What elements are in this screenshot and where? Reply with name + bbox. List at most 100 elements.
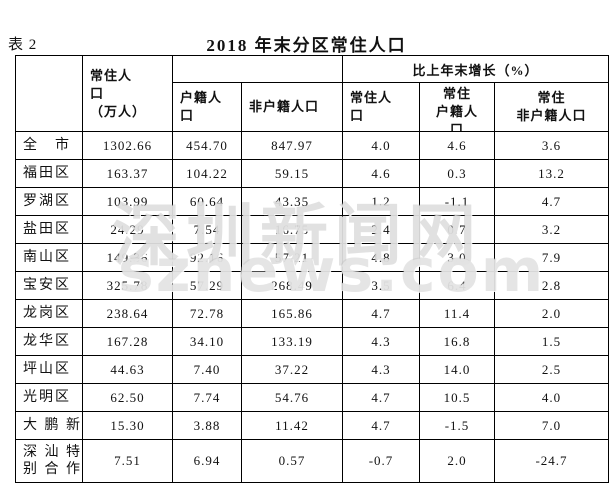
growth-resident-cell: 4.8 (342, 243, 420, 272)
header-growth-non-hukou-label: 常住 非户籍人口 (516, 90, 587, 123)
growth-resident-cell: 4.7 (342, 411, 420, 440)
growth-hukou-cell: 16.8 (419, 327, 495, 356)
district-name-cell: 福田区 (15, 159, 83, 188)
growth-hukou-cell: -1.1 (419, 187, 495, 216)
hukou-population-cell: 6.94 (172, 439, 242, 483)
hukou-population-cell: 57.29 (172, 271, 242, 300)
growth-non-hukou-cell: 7.9 (493, 243, 610, 272)
district-name-cell: 南山区 (15, 243, 83, 272)
growth-non-hukou-cell: -24.7 (493, 439, 610, 483)
header-hukou-population-label: 户籍人 口 (180, 90, 223, 123)
hukou-population-cell: 60.64 (172, 187, 242, 216)
corner-empty-cell (15, 55, 83, 132)
non-hukou-population-cell: 37.22 (241, 355, 343, 384)
page-title: 2018 年末分区常住人口 (206, 36, 407, 55)
non-hukou-population-cell: 0.57 (241, 439, 343, 483)
resident-population-cell: 1302.66 (82, 131, 173, 160)
growth-resident-cell: 1.2 (342, 187, 420, 216)
district-name-cell: 盐田区 (15, 215, 83, 244)
growth-non-hukou-cell: 13.2 (493, 159, 610, 188)
district-name-cell: 龙华区 (15, 327, 83, 356)
district-name-cell: 光明区 (15, 383, 83, 412)
resident-population-cell: 238.64 (82, 299, 173, 328)
growth-resident-cell: 3.5 (342, 271, 420, 300)
growth-hukou-cell: 6.4 (419, 271, 495, 300)
growth-hukou-cell: 11.4 (419, 299, 495, 328)
non-hukou-population-cell: 43.35 (241, 187, 343, 216)
growth-resident-cell: 4.7 (342, 383, 420, 412)
non-hukou-population-cell: 59.15 (241, 159, 343, 188)
table-row-longhua: 龙华区 167.28 34.10 133.19 4.3 16.8 1.5 (15, 327, 610, 356)
hukou-population-cell: 92.16 (172, 243, 242, 272)
non-hukou-population-cell: 133.19 (241, 327, 343, 356)
resident-population-cell: 62.50 (82, 383, 173, 412)
growth-non-hukou-cell: 3.2 (493, 215, 610, 244)
district-name-cell: 大 鹏 新 (15, 411, 83, 440)
resident-population-cell: 149.36 (82, 243, 173, 272)
hukou-population-cell: 3.88 (172, 411, 242, 440)
growth-resident-cell: 4.0 (342, 131, 420, 160)
header-growth-non-hukou: 常住 非户籍人口 (493, 82, 610, 132)
header-growth-hukou-label: 常住 户籍人 口 (435, 86, 478, 131)
table-row-yantian: 盐田区 24.29 7.54 16.75 2.4 0.7 3.2 (15, 215, 610, 244)
table-row-dapeng: 大 鹏 新 15.30 3.88 11.42 4.7 -1.5 7.0 (15, 411, 610, 440)
growth-resident-cell: 4.3 (342, 327, 420, 356)
header-growth-resident-label: 常住人 口 (350, 90, 393, 123)
header-empty-group-cell (172, 55, 343, 83)
header-growth-hukou: 常住 户籍人 口 (419, 82, 495, 132)
hukou-population-cell: 7.54 (172, 215, 242, 244)
hukou-population-cell: 104.22 (172, 159, 242, 188)
non-hukou-population-cell: 54.76 (241, 383, 343, 412)
header-non-hukou-population: 非户籍人口 (241, 82, 343, 132)
growth-hukou-cell: 14.0 (419, 355, 495, 384)
growth-hukou-cell: -1.5 (419, 411, 495, 440)
table-row-luohu: 罗湖区 103.99 60.64 43.35 1.2 -1.1 4.7 (15, 187, 610, 216)
growth-hukou-cell: 0.7 (419, 215, 495, 244)
growth-hukou-cell: 4.6 (419, 131, 495, 160)
non-hukou-population-cell: 847.97 (241, 131, 343, 160)
non-hukou-population-cell: 16.75 (241, 215, 343, 244)
table-number-label: 表 2 (8, 37, 38, 53)
growth-hukou-cell: 2.0 (419, 439, 495, 483)
growth-hukou-cell: 3.0 (419, 243, 495, 272)
growth-resident-cell: 4.6 (342, 159, 420, 188)
header-resident-population-label: 常住人 口 （万人） (90, 67, 147, 119)
hukou-population-cell: 34.10 (172, 327, 242, 356)
header-row-top: 常住人 口 （万人） 比上年末增长（%） (15, 55, 610, 132)
district-name-cell: 罗湖区 (15, 187, 83, 216)
table-row-guangming: 光明区 62.50 7.74 54.76 4.7 10.5 4.0 (15, 383, 610, 412)
table-row-nanshan: 南山区 149.36 92.16 57.21 4.8 3.0 7.9 (15, 243, 610, 272)
district-name-cell: 龙岗区 (15, 299, 83, 328)
hukou-population-cell: 454.70 (172, 131, 242, 160)
header-hukou-population: 户籍人 口 (172, 82, 242, 132)
non-hukou-population-cell: 57.21 (241, 243, 343, 272)
table-row-futian: 福田区 163.37 104.22 59.15 4.6 0.3 13.2 (15, 159, 610, 188)
non-hukou-population-cell: 165.86 (241, 299, 343, 328)
resident-population-cell: 325.78 (82, 271, 173, 300)
table-row-shenshan: 深 汕 特 别 合 作 7.51 6.94 0.57 -0.7 2.0 -24.… (15, 439, 610, 483)
growth-resident-cell: 2.4 (342, 215, 420, 244)
header-non-hukou-population-label: 非户籍人口 (249, 99, 320, 114)
hukou-population-cell: 72.78 (172, 299, 242, 328)
growth-hukou-cell: 10.5 (419, 383, 495, 412)
district-name-cell: 坪山区 (15, 355, 83, 384)
resident-population-cell: 15.30 (82, 411, 173, 440)
header-growth-group: 比上年末增长（%） (341, 55, 610, 83)
growth-non-hukou-cell: 3.6 (493, 131, 610, 160)
table-row-citywide: 全 市 1302.66 454.70 847.97 4.0 4.6 3.6 (15, 131, 610, 160)
district-name-cell: 深 汕 特 别 合 作 (15, 439, 83, 483)
growth-hukou-cell: 0.3 (419, 159, 495, 188)
hukou-population-cell: 7.40 (172, 355, 242, 384)
growth-non-hukou-cell: 2.5 (493, 355, 610, 384)
table-row-baoan: 宝安区 325.78 57.29 268.49 3.5 6.4 2.8 (15, 271, 610, 300)
resident-population-cell: 44.63 (82, 355, 173, 384)
resident-population-cell: 167.28 (82, 327, 173, 356)
table-row-longgang: 龙岗区 238.64 72.78 165.86 4.7 11.4 2.0 (15, 299, 610, 328)
resident-population-cell: 24.29 (82, 215, 173, 244)
header-growth-resident: 常住人 口 (342, 82, 420, 132)
population-table: 常住人 口 （万人） 比上年末增长（%） 户籍人 口 非户籍人口 常住人 口 常… (15, 55, 610, 483)
resident-population-cell: 163.37 (82, 159, 173, 188)
resident-population-cell: 7.51 (82, 439, 173, 483)
table-row-pingshan: 坪山区 44.63 7.40 37.22 4.3 14.0 2.5 (15, 355, 610, 384)
